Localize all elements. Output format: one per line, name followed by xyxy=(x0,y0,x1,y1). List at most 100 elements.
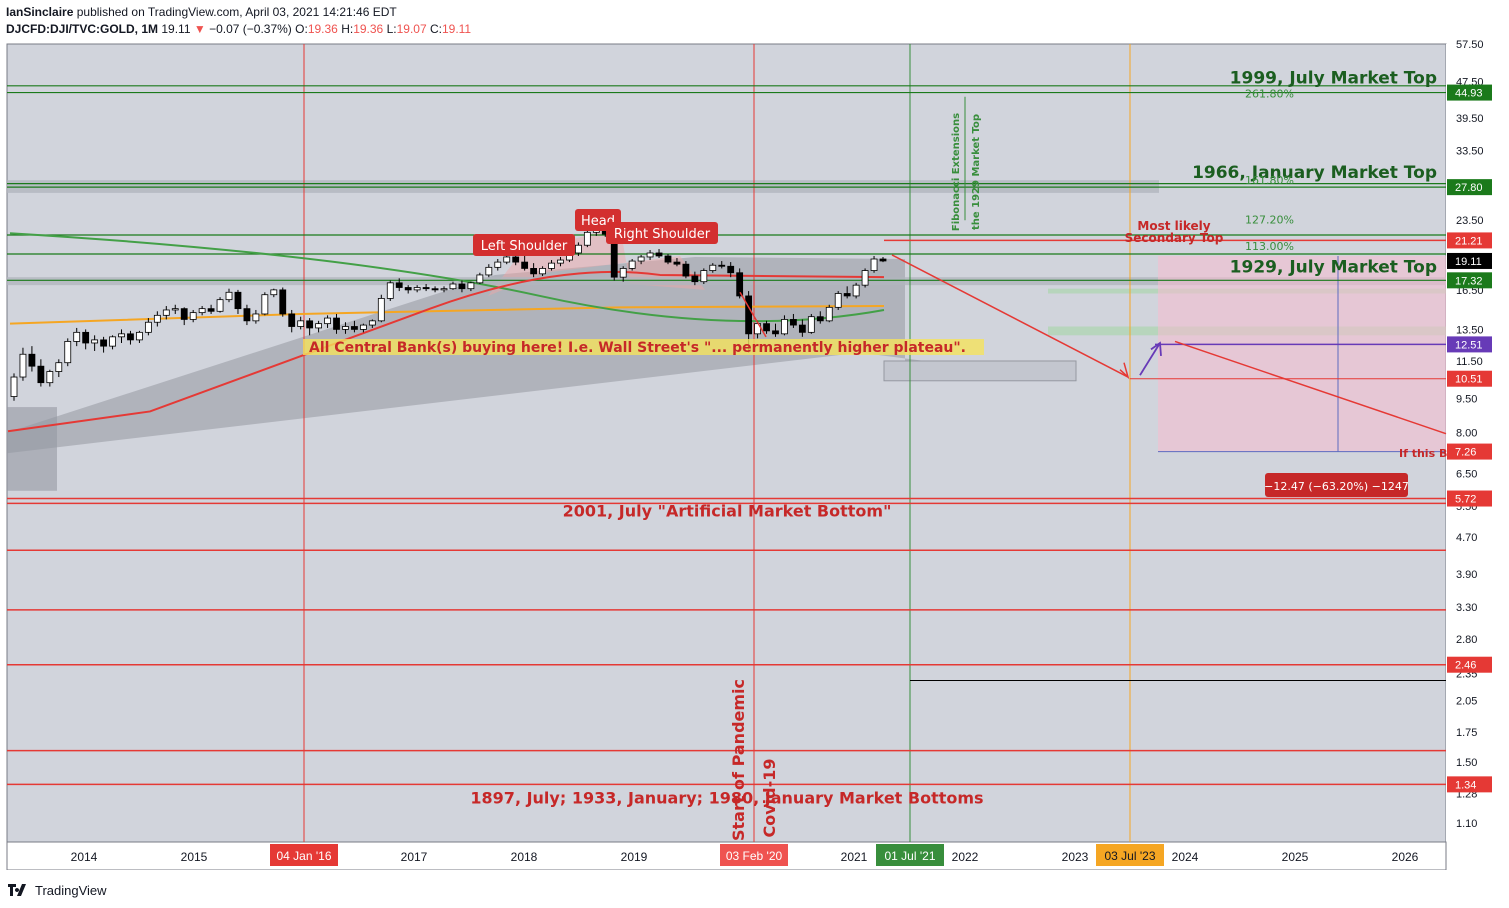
candle-body xyxy=(73,331,81,342)
candle xyxy=(458,280,466,293)
candle xyxy=(494,259,502,271)
candle-body xyxy=(637,256,645,262)
candle xyxy=(234,289,242,314)
candle xyxy=(279,287,287,317)
candle-body xyxy=(807,316,815,333)
candle xyxy=(870,255,878,273)
drop-line xyxy=(739,291,767,338)
candle xyxy=(73,327,81,347)
time-tick: 2021 xyxy=(841,850,868,864)
price-badge-bg xyxy=(1447,272,1492,289)
purple-arrowhead xyxy=(1150,341,1162,356)
time-badge-bg xyxy=(720,844,788,866)
candle xyxy=(879,256,887,263)
price-tick: 39.50 xyxy=(1456,113,1484,125)
candle xyxy=(55,359,63,378)
candle-body xyxy=(207,308,215,312)
tradingview-brand: TradingView xyxy=(35,882,107,898)
candle xyxy=(261,292,269,316)
candle-body xyxy=(736,272,744,297)
candle-body xyxy=(691,275,699,283)
candle xyxy=(619,266,627,282)
pandemic-text: Start of Pandemic xyxy=(729,679,748,841)
open-value: 19.36 xyxy=(307,22,338,36)
time-badge-text: 04 Jan '16 xyxy=(276,849,331,863)
candle xyxy=(825,304,833,323)
candle xyxy=(243,304,251,326)
time-badge: 01 Jul '21 xyxy=(876,844,944,866)
candle xyxy=(324,315,331,328)
candle-body xyxy=(816,316,824,322)
published-text: published on TradingView.com, April 03, … xyxy=(76,5,397,19)
candle-body xyxy=(19,353,27,378)
projection-box xyxy=(1158,255,1446,452)
candle-body xyxy=(270,289,278,296)
candle xyxy=(843,286,851,299)
candle xyxy=(691,271,699,286)
price-badge-text: 10.51 xyxy=(1455,374,1483,386)
candle xyxy=(440,286,448,293)
open-label: O: xyxy=(295,22,308,36)
tradingview-footer[interactable]: TradingView xyxy=(8,880,107,900)
candle xyxy=(861,268,869,288)
candle xyxy=(333,313,340,334)
price-badge: 19.11 xyxy=(1447,252,1492,269)
candle xyxy=(539,266,546,277)
measure-label: −12.47 (−63.20%) −1247 xyxy=(1264,473,1409,497)
candle xyxy=(790,313,797,328)
candle xyxy=(575,242,582,256)
candle-body xyxy=(539,268,546,275)
candle-body xyxy=(252,313,260,322)
candle-body xyxy=(646,252,654,258)
candle xyxy=(422,283,430,292)
candle-body xyxy=(216,299,224,312)
low-value: 19.07 xyxy=(396,22,427,36)
candle xyxy=(807,313,815,334)
candle-body xyxy=(619,268,627,278)
candle-body xyxy=(521,261,529,269)
candle-body xyxy=(422,287,430,290)
candle xyxy=(46,369,54,387)
price-badge-text: 2.46 xyxy=(1455,660,1476,672)
candle-body xyxy=(458,283,466,290)
symbol-name[interactable]: DJCFD:DJI/TVC:GOLD, 1M xyxy=(6,22,159,36)
high-value: 19.36 xyxy=(353,22,384,36)
candle xyxy=(736,268,744,299)
candle xyxy=(816,311,824,324)
candle xyxy=(10,373,18,401)
publish-line: IanSinclaire published on TradingView.co… xyxy=(6,4,1006,21)
candle xyxy=(144,318,152,336)
price-chart[interactable]: 1999, July Market Top 1966, January Marke… xyxy=(0,0,1509,870)
candle xyxy=(136,330,143,343)
candle-body xyxy=(324,317,331,325)
price-badge-text: 44.93 xyxy=(1455,88,1483,100)
wedge-start-shade xyxy=(7,407,57,491)
target-box xyxy=(883,360,1077,382)
price-tick: 23.50 xyxy=(1456,215,1484,227)
if-this-text: If this B xyxy=(1399,447,1447,460)
time-tick: 2024 xyxy=(1172,850,1199,864)
central-bank-annotation: All Central Bank(s) buying here! I.e. Wa… xyxy=(303,339,984,356)
candle xyxy=(834,291,842,310)
top-band xyxy=(7,180,1159,193)
fib-label: 127.20% xyxy=(1245,214,1294,227)
price-badge-text: 7.26 xyxy=(1455,447,1476,459)
price-badge: 21.21 xyxy=(1447,232,1492,249)
candle xyxy=(37,359,45,387)
time-badge: 03 Feb '20 xyxy=(720,844,788,866)
price-tick: 2.80 xyxy=(1456,634,1477,646)
candle-body xyxy=(798,324,806,333)
time-badge-bg xyxy=(1096,844,1164,866)
candle xyxy=(583,228,591,248)
candle-body xyxy=(548,262,555,269)
price-tick: 8.00 xyxy=(1456,427,1477,439)
down-arrow-icon: ▼ xyxy=(193,22,206,36)
time-tick: 2018 xyxy=(511,850,538,864)
candle-body xyxy=(109,336,116,347)
candle-body xyxy=(297,320,305,327)
author-name[interactable]: IanSinclaire xyxy=(6,5,74,19)
candle-body xyxy=(91,339,99,344)
candle-body xyxy=(359,324,367,330)
price-tick: 2.05 xyxy=(1456,696,1477,708)
price-badge: 10.51 xyxy=(1447,370,1492,387)
